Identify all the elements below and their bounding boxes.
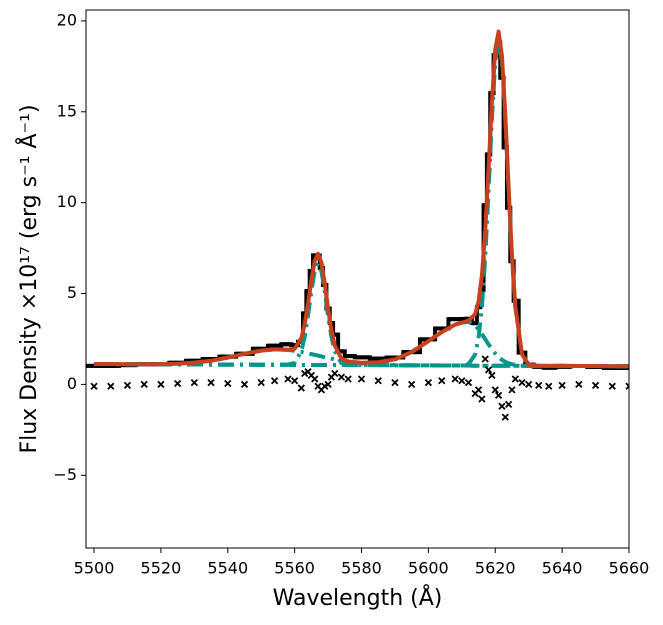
x-tick-label: 5560 — [274, 559, 315, 578]
residual-marker — [451, 375, 459, 383]
residual-marker — [190, 378, 198, 387]
residual-marker — [494, 391, 503, 399]
residual-marker — [357, 375, 366, 383]
residual-marker — [488, 371, 496, 379]
y-tick-label: 5 — [67, 283, 77, 302]
residual-marker — [157, 380, 165, 389]
residual-marker — [591, 381, 600, 389]
residual-marker — [297, 384, 305, 392]
residual-marker — [575, 380, 583, 389]
fit-line — [94, 29, 629, 369]
residual-marker — [90, 382, 98, 390]
residual-marker — [458, 377, 466, 385]
residual-marker — [311, 375, 319, 383]
residual-marker — [484, 366, 493, 374]
residual-marker — [270, 377, 279, 385]
residual-marker — [508, 386, 516, 394]
residual-marker — [107, 382, 115, 390]
residual-marker — [224, 379, 232, 388]
residual-marker — [478, 395, 486, 403]
plot-frame — [85, 9, 630, 549]
residual-marker — [481, 355, 489, 363]
y-tick-label: 10 — [57, 192, 77, 211]
y-tick-label: 15 — [57, 101, 77, 120]
residual-marker — [337, 373, 346, 381]
y-axis-label: Flux Density ×10¹⁷ (erg s⁻¹ Å⁻¹) — [15, 104, 42, 453]
residual-marker — [518, 378, 526, 387]
residual-marker — [498, 402, 506, 410]
residual-marker — [491, 386, 499, 394]
residual-marker — [625, 382, 629, 390]
x-tick-label: 5520 — [141, 559, 182, 578]
plot-area — [86, 29, 629, 421]
residual-marker — [123, 381, 132, 389]
residual-marker — [240, 380, 249, 389]
x-tick-label: 5540 — [207, 559, 248, 578]
residual-marker — [391, 378, 399, 387]
spectrum-step-outline — [86, 40, 629, 371]
residual-marker — [511, 375, 519, 383]
component-line — [94, 261, 629, 369]
residual-marker — [501, 413, 509, 421]
y-tick-label: 20 — [57, 10, 77, 29]
x-tick-label: 5660 — [609, 559, 650, 578]
residual-marker — [525, 380, 533, 389]
residual-marker — [173, 379, 182, 388]
residual-marker — [257, 378, 265, 387]
residual-marker — [545, 382, 553, 390]
residual-marker — [374, 377, 382, 385]
residual-marker — [344, 375, 352, 383]
residual-marker — [474, 386, 483, 394]
residual-marker — [331, 369, 339, 378]
x-tick-label: 5620 — [475, 559, 516, 578]
residual-marker — [438, 377, 446, 385]
residual-marker — [504, 400, 513, 409]
x-tick-label: 5500 — [74, 559, 115, 578]
residual-marker — [608, 382, 616, 390]
component-line — [94, 38, 629, 369]
residual-marker — [464, 378, 473, 387]
component-line — [94, 319, 629, 369]
residual-marker — [535, 381, 543, 389]
x-tick-label: 5580 — [341, 559, 382, 578]
x-axis-label: Wavelength (Å) — [273, 584, 443, 611]
residual-marker — [140, 380, 148, 389]
residual-marker — [408, 380, 416, 389]
residual-marker — [291, 377, 299, 385]
x-tick-label: 5640 — [542, 559, 583, 578]
residual-marker — [324, 380, 332, 389]
x-tick-label: 5600 — [408, 559, 449, 578]
residual-marker — [207, 378, 215, 387]
y-tick-label: 0 — [67, 374, 77, 393]
residual-marker — [424, 378, 433, 387]
y-tick-label: −5 — [53, 465, 77, 484]
residual-marker — [284, 375, 292, 383]
residual-marker — [558, 381, 566, 389]
